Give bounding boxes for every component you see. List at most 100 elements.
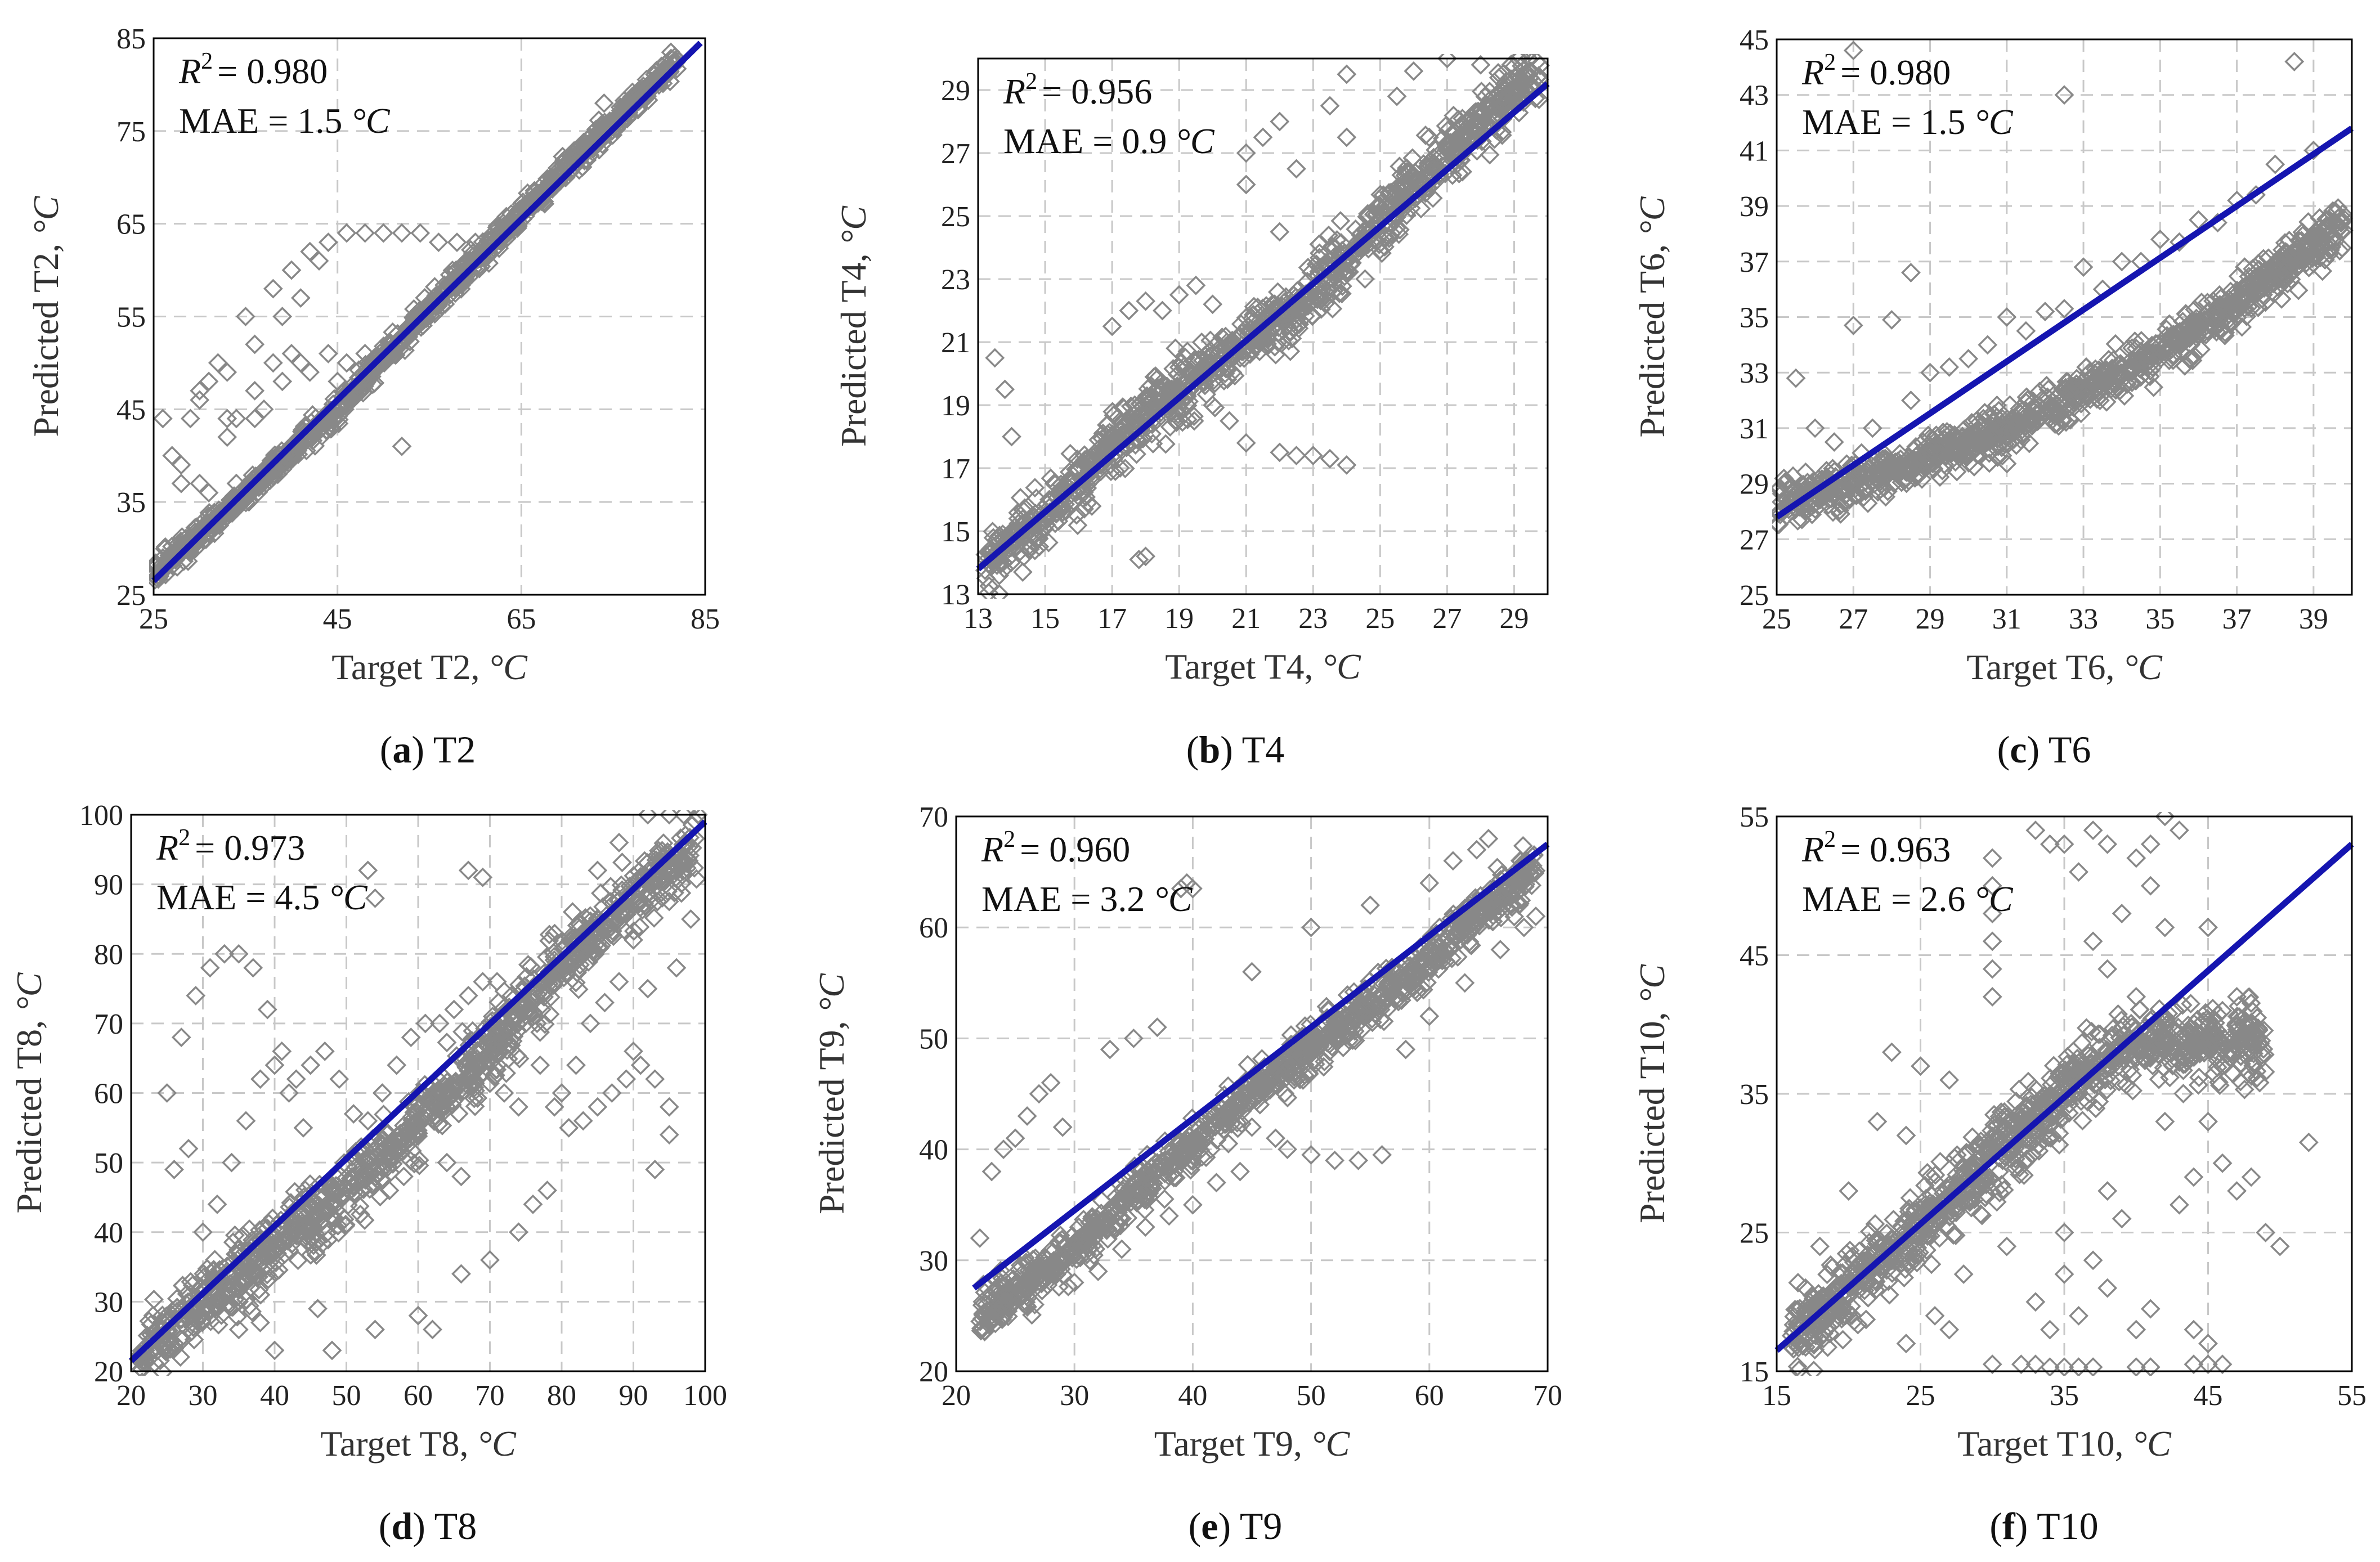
data-point (1912, 469, 1932, 489)
data-point (1009, 526, 1029, 546)
data-point (566, 1055, 586, 1075)
data-point (674, 810, 694, 825)
data-point (164, 1160, 184, 1179)
data-point (1471, 55, 1491, 75)
data-point (1129, 549, 1149, 569)
data-point (2005, 411, 2025, 431)
data-point (193, 1222, 213, 1242)
x-axis-title: Target T4, °C (1165, 647, 1361, 686)
data-point (1432, 145, 1452, 165)
x-axis-title: Target T6, °C (1966, 647, 2163, 687)
data-point (1967, 432, 1988, 452)
data-point (180, 409, 200, 429)
y-tick-label: 65 (116, 209, 146, 241)
data-point (131, 1345, 150, 1364)
data-point (217, 362, 237, 382)
data-point (1521, 33, 1538, 50)
data-point (1319, 225, 1339, 245)
x-tick-label: 25 (1365, 603, 1395, 635)
data-point (2059, 397, 2079, 418)
data-point (358, 860, 378, 881)
data-point (408, 1120, 428, 1141)
y-tick-label: 80 (94, 939, 123, 971)
data-point (191, 1305, 211, 1326)
data-point (214, 944, 235, 964)
data-point (459, 1051, 479, 1071)
data-point (279, 1083, 299, 1103)
x-tick-label: 65 (507, 603, 536, 635)
data-point (2226, 299, 2247, 320)
data-point (212, 1285, 232, 1305)
data-point (2068, 378, 2088, 398)
y-tick-label: 70 (94, 1008, 123, 1040)
data-point (225, 1225, 245, 1245)
data-point (2140, 366, 2160, 387)
y-tick-label: 35 (1740, 302, 1769, 334)
data-point (585, 944, 605, 964)
data-point (2245, 268, 2265, 288)
y-tick-label: 25 (116, 580, 146, 612)
data-point (1270, 111, 1290, 132)
data-point (2126, 371, 2146, 391)
data-point (183, 1317, 203, 1337)
data-point (417, 1089, 437, 1110)
y-tick-label: 55 (116, 302, 146, 334)
data-point (2134, 351, 2154, 371)
data-point (530, 1055, 550, 1075)
y-tick-label: 85 (116, 23, 146, 55)
data-point (1078, 493, 1097, 513)
x-tick-label: 20 (116, 1380, 146, 1412)
data-point (638, 979, 658, 999)
data-point (222, 1152, 241, 1173)
data-point (602, 1083, 622, 1103)
data-point (1897, 463, 1917, 482)
data-point (544, 972, 564, 993)
data-point (1278, 307, 1298, 327)
data-point (522, 988, 542, 1008)
data-point (343, 1104, 364, 1124)
data-point (612, 852, 632, 873)
data-point (1217, 369, 1238, 389)
data-point (2140, 350, 2161, 370)
data-point (1150, 378, 1170, 398)
data-point (226, 409, 246, 429)
data-point (618, 886, 638, 906)
data-point (1265, 336, 1285, 357)
data-point (384, 1129, 405, 1150)
data-point (249, 1280, 269, 1300)
data-point (1930, 467, 1950, 487)
data-point (1199, 347, 1219, 367)
data-point (228, 1319, 249, 1340)
data-point (2054, 299, 2074, 319)
data-point (1877, 455, 1898, 475)
data-point (987, 555, 1007, 575)
data-point (353, 1179, 374, 1200)
data-point (2154, 336, 2174, 356)
data-point (517, 967, 536, 987)
data-point (1939, 357, 1960, 377)
data-point (157, 1083, 177, 1103)
data-point (2161, 339, 2181, 359)
data-point (326, 1200, 346, 1220)
data-point (1527, 68, 1548, 87)
data-point (465, 1073, 485, 1093)
data-point (545, 923, 564, 944)
data-point (552, 1083, 572, 1103)
data-point (1933, 438, 1953, 459)
fit-line (976, 81, 1550, 572)
data-point (624, 1041, 643, 1061)
panel-d: 20 30 40 50 60 70 80 90 1002030405060708090100Ta… (9, 800, 727, 1464)
data-point (321, 1183, 342, 1203)
data-point (1169, 285, 1189, 305)
fit-line (1774, 125, 2354, 520)
data-point (1207, 334, 1227, 354)
data-point (2211, 320, 2231, 340)
data-point (499, 1021, 519, 1041)
data-point (496, 1063, 517, 1083)
data-point (1877, 481, 1898, 501)
data-point (2247, 280, 2267, 300)
data-point (487, 972, 507, 992)
data-point (382, 1135, 402, 1156)
